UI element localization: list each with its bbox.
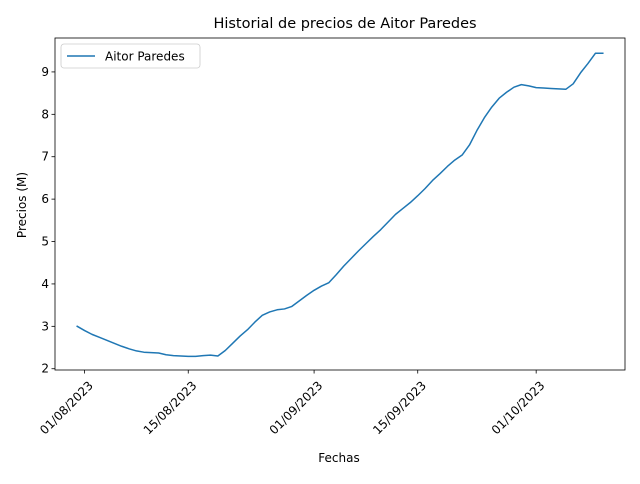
chart-title: Historial de precios de Aitor Paredes <box>213 16 476 32</box>
y-tick-label: 3 <box>41 319 49 333</box>
y-tick-label: 9 <box>41 65 49 79</box>
series-line-0 <box>76 52 604 358</box>
x-axis-label: Fechas <box>318 451 359 465</box>
y-tick-label: 4 <box>41 277 49 291</box>
x-tick-label: 15/08/2023 <box>141 378 200 437</box>
y-axis-label: Precios (M) <box>15 172 29 238</box>
y-tick-label: 2 <box>41 362 49 376</box>
x-tick-label: 01/10/2023 <box>489 378 548 437</box>
legend: Aitor Paredes <box>60 43 201 69</box>
x-tick-label: 15/09/2023 <box>370 378 429 437</box>
y-tick-label: 6 <box>41 192 49 206</box>
y-tick-label: 7 <box>41 150 49 164</box>
x-tick-label: 01/09/2023 <box>267 378 326 437</box>
plot-area: 2 3 4 5 6 7 8 9 01/08/2023 15/08/2023 01/09/2023 15… <box>37 37 626 437</box>
legend-box <box>60 43 201 69</box>
x-tick-label: 01/08/2023 <box>37 378 96 437</box>
y-tick-label: 5 <box>41 235 49 249</box>
legend-entry-label: Aitor Paredes <box>105 50 185 64</box>
y-tick-label: 8 <box>41 107 49 121</box>
plot-frame <box>54 37 626 371</box>
